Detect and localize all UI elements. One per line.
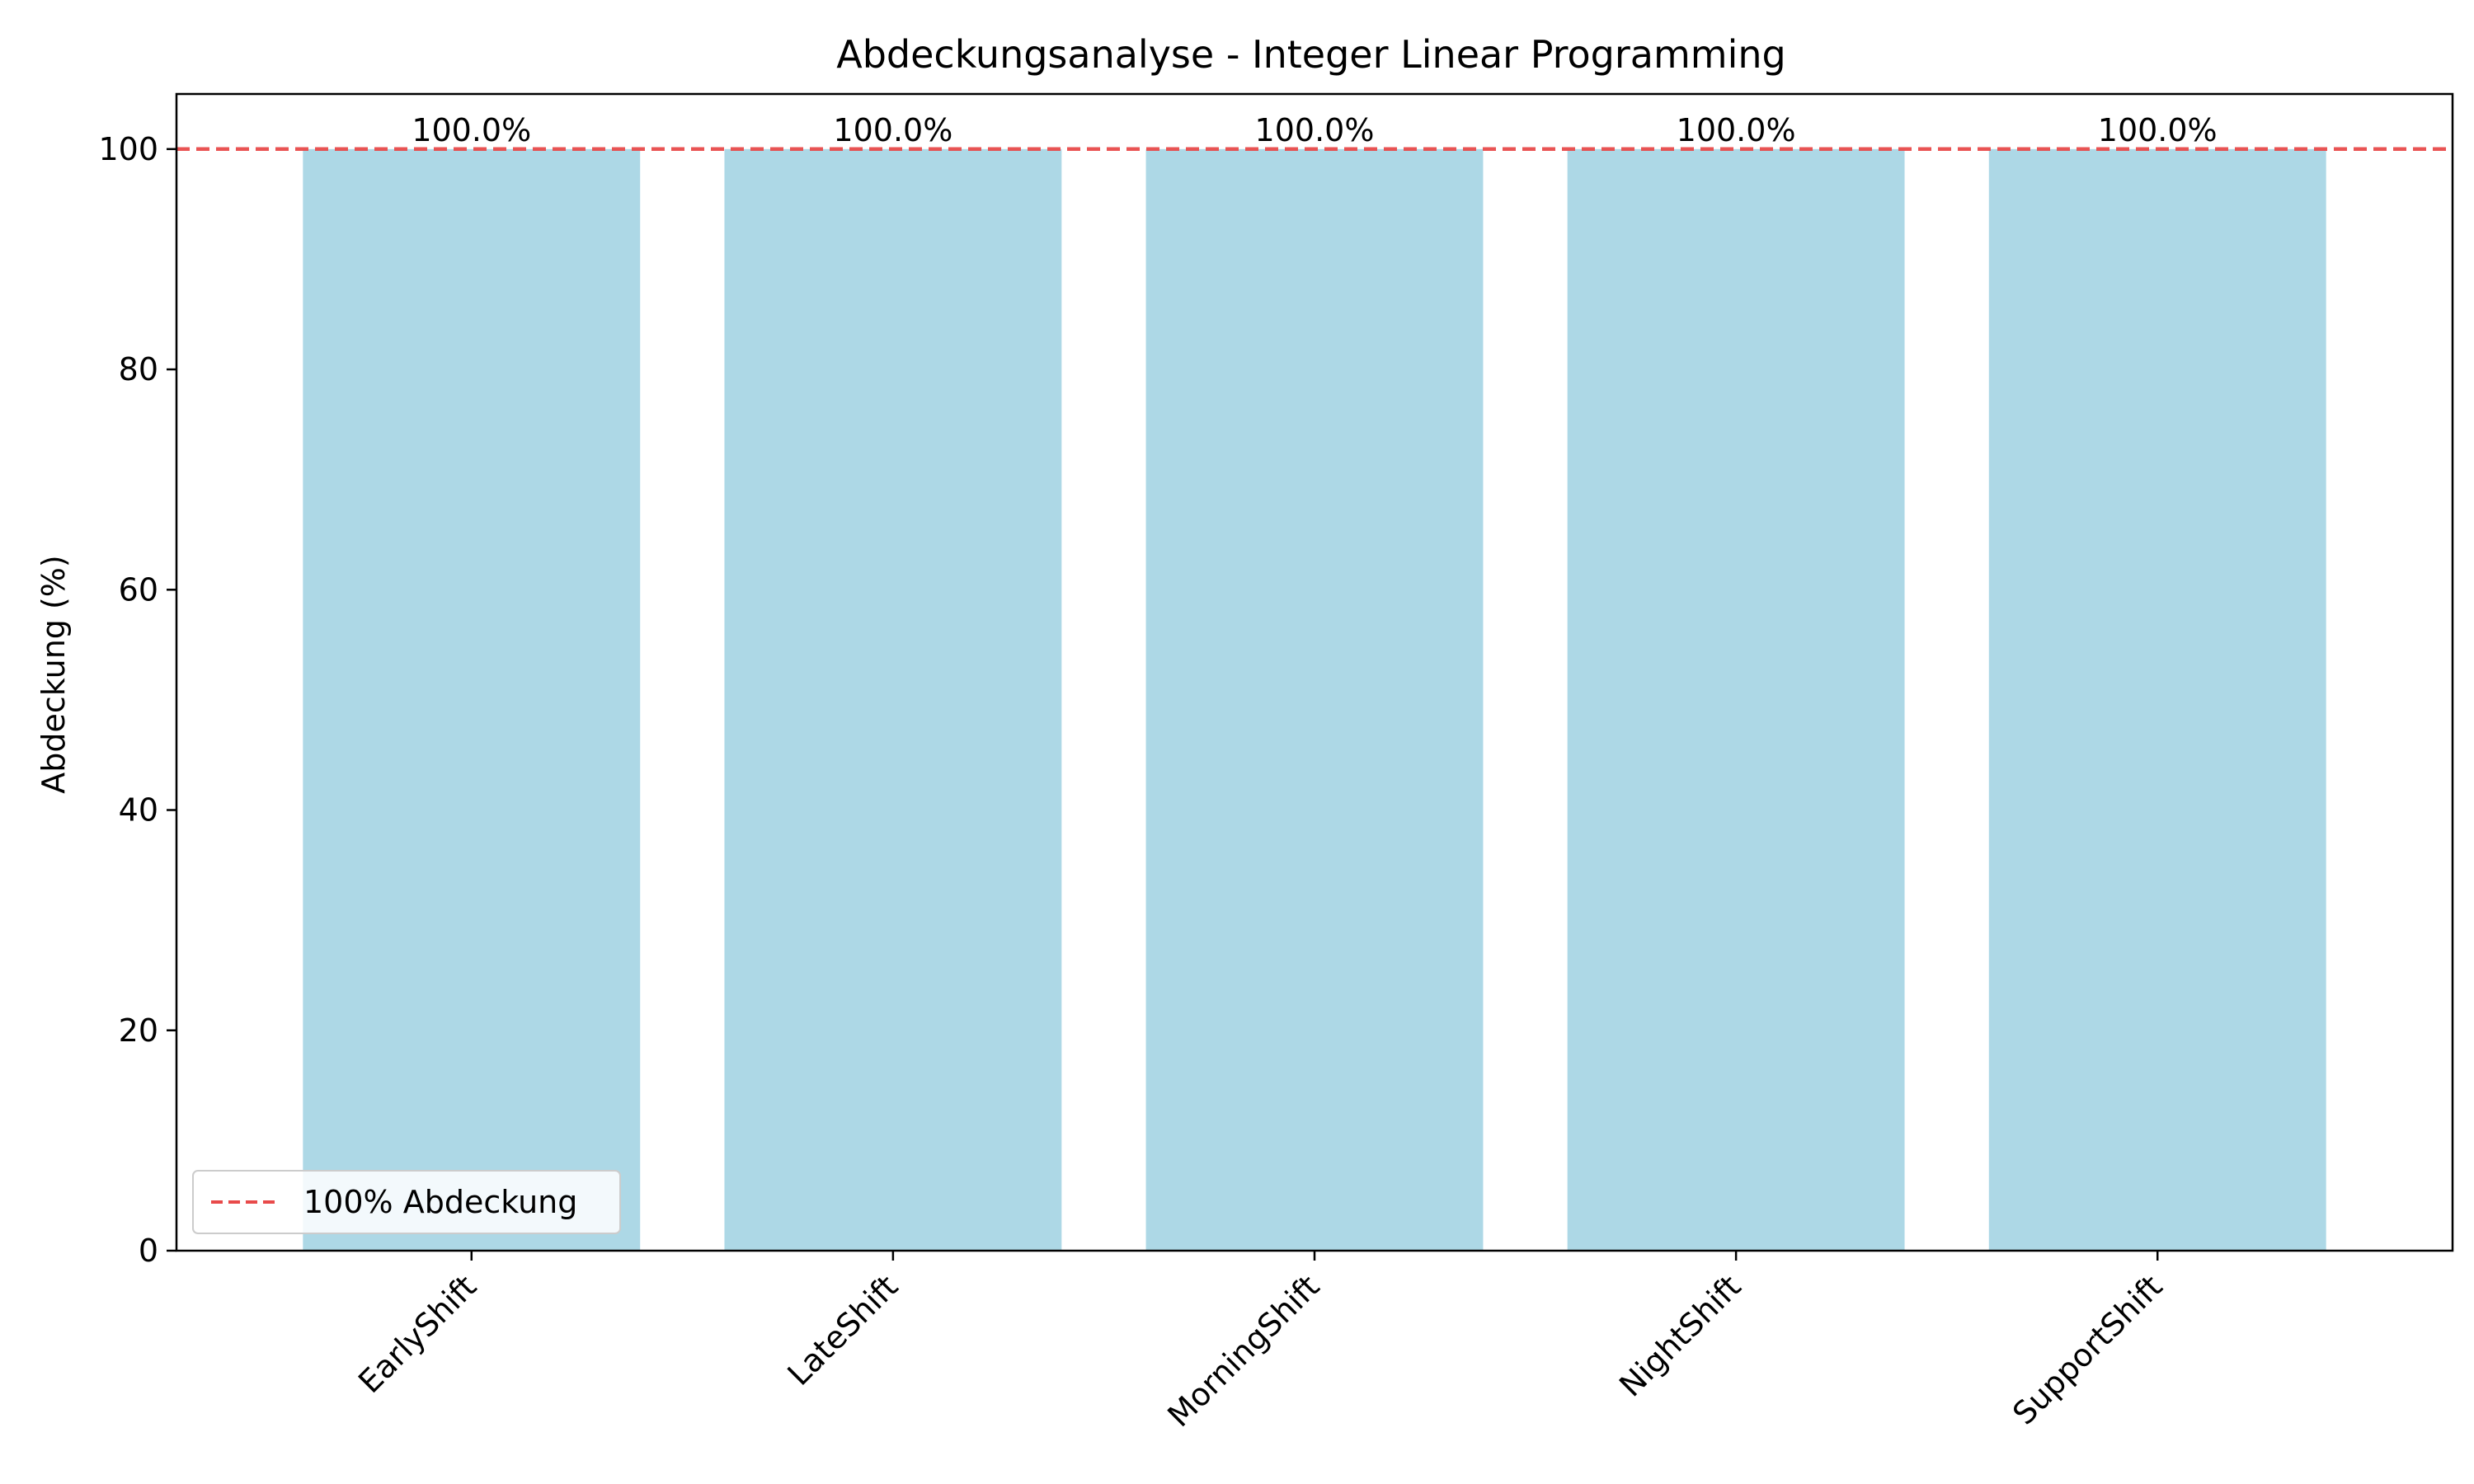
data-label-LateShift: 100.0% [833, 112, 952, 148]
legend: 100% Abdeckung [192, 1170, 621, 1234]
y-tick-label-80: 80 [119, 351, 158, 387]
data-label-EarlyShift: 100.0% [412, 112, 531, 148]
data-label-NightShift: 100.0% [1677, 112, 1796, 148]
bar-MorningShift [1145, 148, 1484, 1251]
bar-NightShift [1567, 148, 1905, 1251]
data-label-MorningShift: 100.0% [1255, 112, 1375, 148]
bar-LateShift [724, 148, 1062, 1251]
legend-label: 100% Abdeckung [303, 1184, 577, 1220]
chart-title: Abdeckungsanalyse - Integer Linear Progr… [836, 32, 1786, 77]
data-labels-layer: 100.0% 100.0% 100.0% 100.0% 100.0% [412, 112, 2217, 148]
y-axis-label: Abdeckung (%) [35, 555, 72, 793]
y-tick-label-20: 20 [119, 1012, 158, 1049]
y-axis: 0 20 40 60 80 100 [98, 131, 176, 1269]
bar-SupportShift [1988, 148, 2326, 1251]
y-tick-label-60: 60 [119, 571, 158, 608]
y-tick-label-100: 100 [98, 131, 158, 167]
y-tick-label-40: 40 [119, 792, 158, 829]
data-label-SupportShift: 100.0% [2098, 112, 2218, 148]
bars-layer [303, 148, 2326, 1251]
plot-frame [175, 92, 2454, 1252]
bar-EarlyShift [303, 148, 641, 1251]
legend-box [192, 1170, 621, 1234]
y-tick-label-0: 0 [139, 1233, 158, 1269]
